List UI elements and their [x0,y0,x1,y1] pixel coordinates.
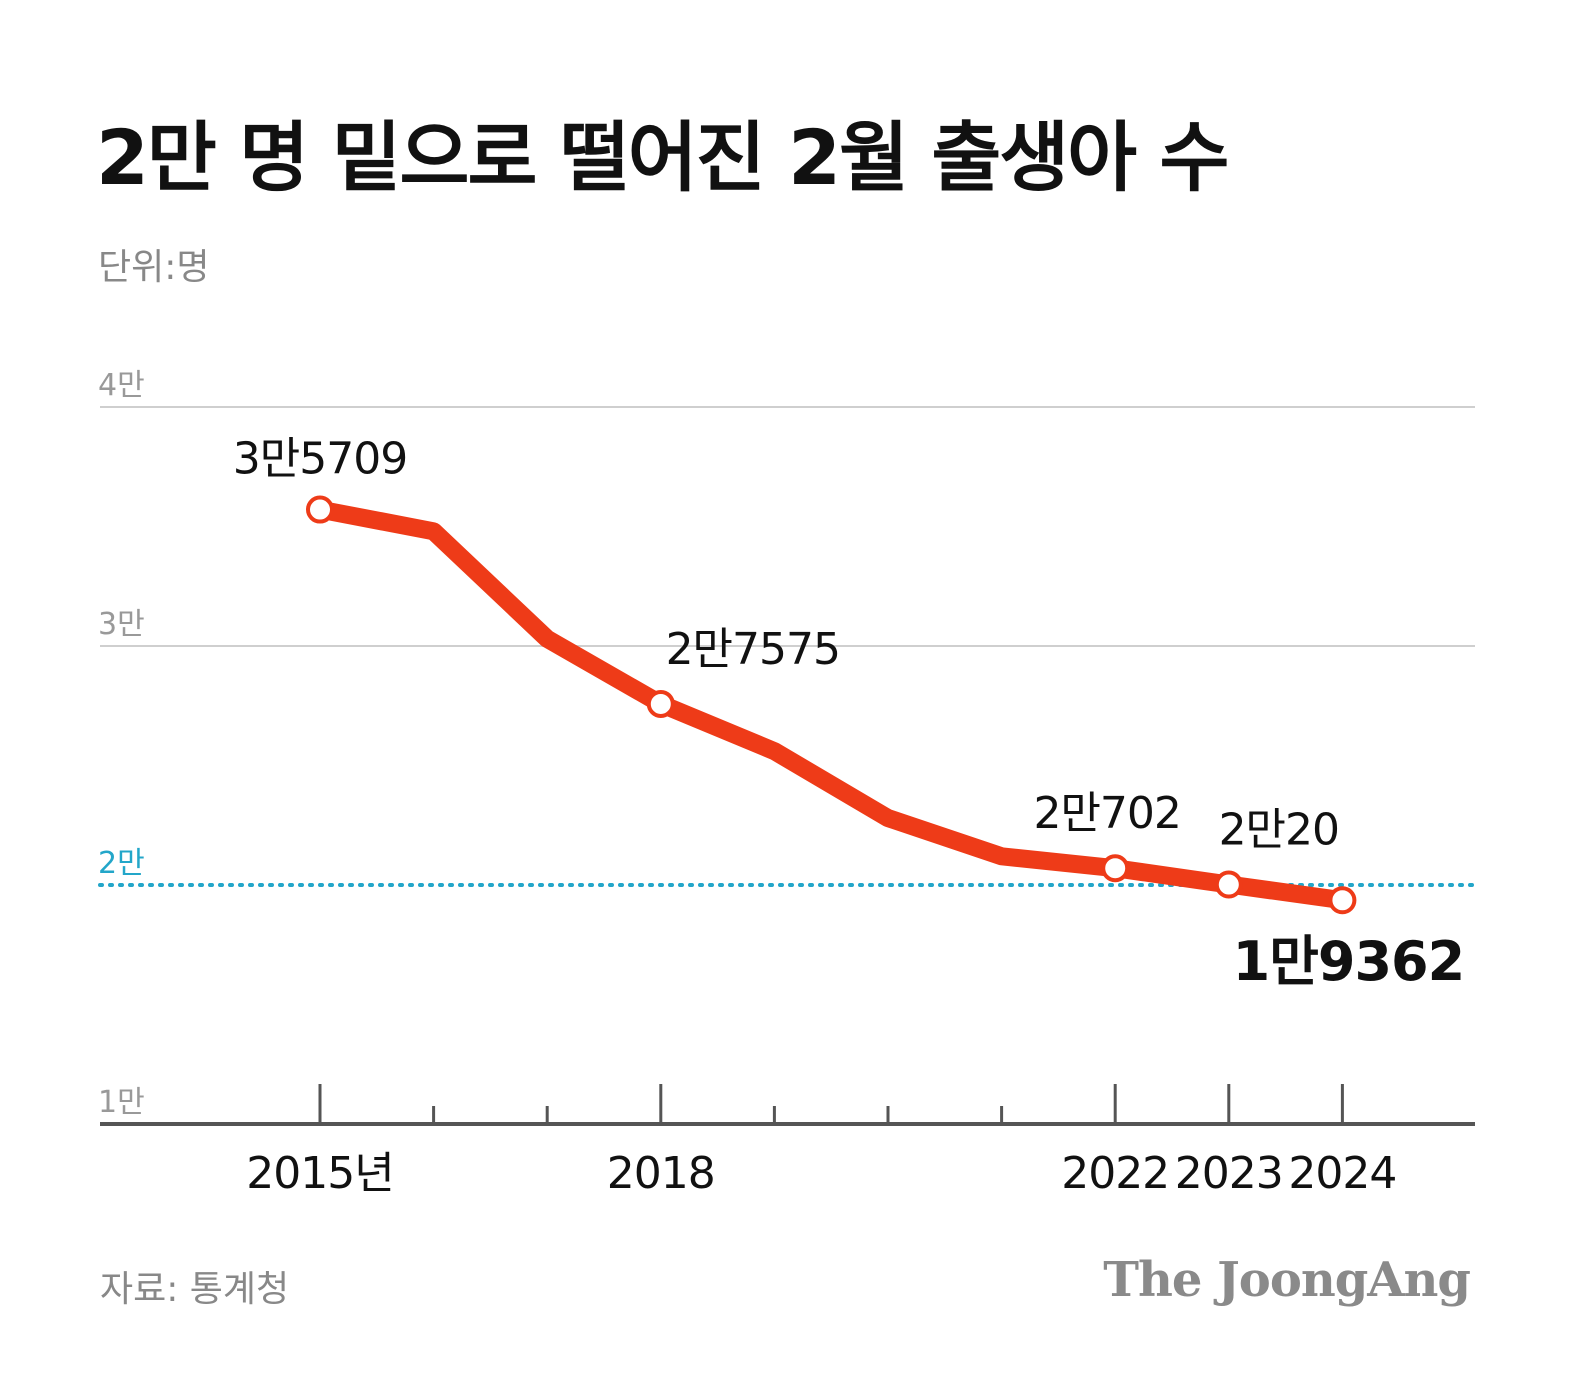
data-point-marker [646,689,675,718]
x-tick-label: 2022 [1061,1148,1169,1199]
chart-title: 2만 명 밑으로 떨어진 2월 출생아 수 [96,113,1229,202]
x-tick-label: 2015년 [246,1148,393,1199]
data-label: 2만20 [1219,805,1339,856]
data-label: 3만5709 [233,434,407,485]
y-tick-label: 1만 [98,1085,145,1120]
series-line [311,500,1352,910]
data-point-marker [1214,870,1243,899]
data-point-marker [1328,886,1357,915]
data-label: 2만702 [1033,788,1180,839]
unit-label: 단위:명 [98,247,210,288]
brand-logo: The JoongAng [1103,1252,1471,1308]
x-tick-label: 2023 [1175,1148,1283,1199]
y-tick-label: 4만 [98,368,145,403]
data-point-marker [1101,854,1130,883]
data-point-marker [306,495,334,524]
x-tick-label: 2024 [1288,1148,1396,1199]
x-tick-label: 2018 [607,1148,715,1199]
data-label: 2만7575 [666,624,840,675]
source-note: 자료: 통계청 [100,1269,290,1310]
y-tick-label: 3만 [98,607,145,642]
data-label: 1만9362 [1233,930,1465,993]
y-tick-label: 2만 [98,846,145,881]
